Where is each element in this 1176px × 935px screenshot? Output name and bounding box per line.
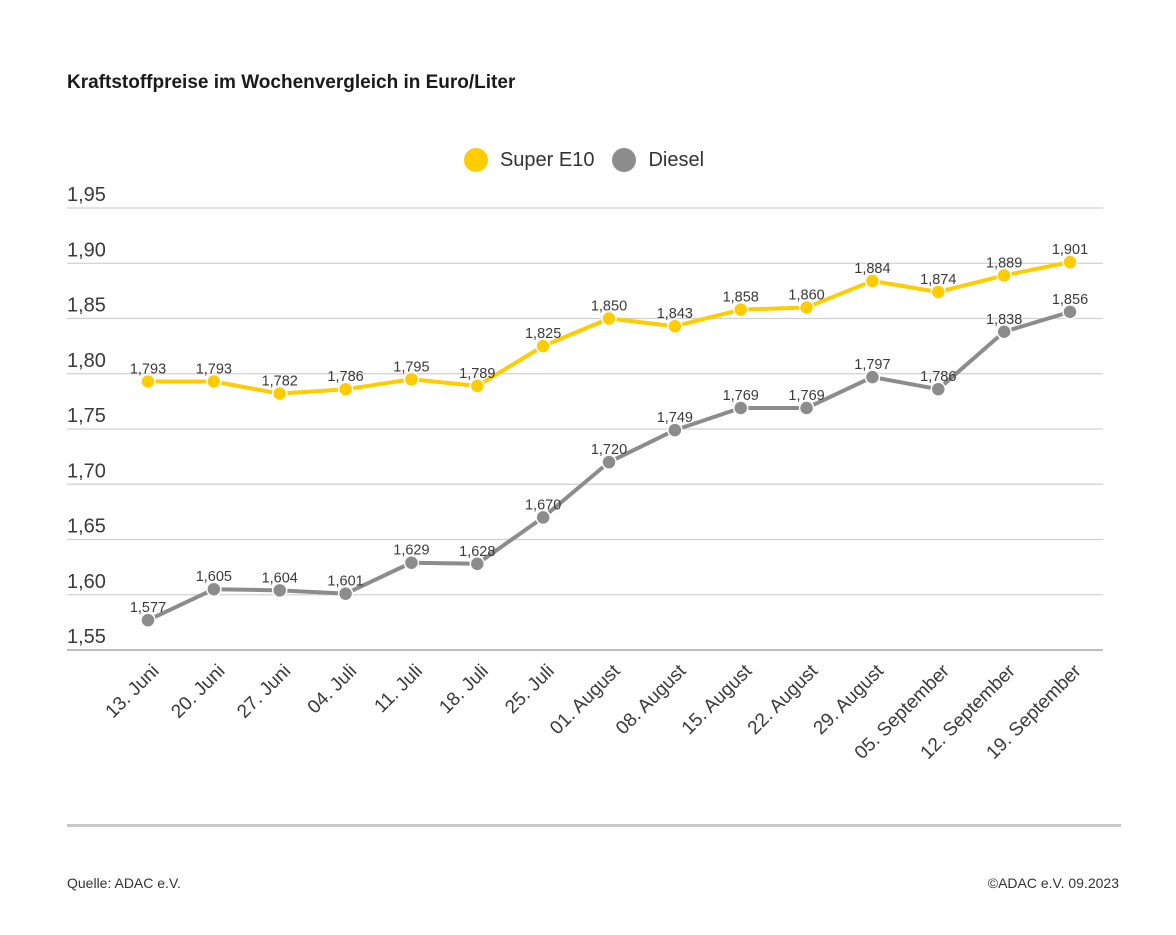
legend-item-super-e10: Super E10 <box>463 148 595 172</box>
x-tick-label: 22. August <box>744 660 823 739</box>
data-label-super-e10: 1,860 <box>788 287 824 303</box>
data-label-super-e10: 1,858 <box>723 290 759 306</box>
data-label-super-e10: 1,825 <box>525 326 561 342</box>
data-label-super-e10: 1,843 <box>657 306 693 322</box>
y-tick-label: 1,60 <box>67 571 106 593</box>
data-point-diesel <box>271 582 288 599</box>
x-tick-label: 18. Juli <box>435 661 492 718</box>
data-label-diesel: 1,769 <box>788 388 824 404</box>
data-point-super-e10 <box>140 373 156 390</box>
data-point-diesel <box>140 612 156 628</box>
x-tick-label: 04. Juli <box>304 661 361 718</box>
data-label-super-e10: 1,884 <box>854 261 890 277</box>
legend-marker-super-e10 <box>463 148 488 172</box>
legend-label-super-e10: Super E10 <box>499 148 595 171</box>
legend-item-diesel: Diesel <box>612 148 704 172</box>
copyright-note: ©ADAC e.V. 09.2023 <box>987 875 1119 891</box>
data-label-super-e10: 1,850 <box>591 299 627 315</box>
data-label-diesel: 1,786 <box>920 369 956 385</box>
data-label-diesel: 1,749 <box>657 410 693 426</box>
data-label-super-e10: 1,793 <box>196 361 232 377</box>
data-point-diesel <box>535 509 551 526</box>
chart-title: Kraftstoffpreise im Wochenvergleich in E… <box>67 72 516 93</box>
data-label-diesel: 1,628 <box>459 544 495 560</box>
x-tick-label: 08. August <box>612 660 691 739</box>
y-tick-label: 1,90 <box>67 239 106 261</box>
data-label-super-e10: 1,889 <box>986 255 1022 271</box>
data-label-diesel: 1,605 <box>196 569 232 585</box>
data-point-super-e10 <box>930 284 947 300</box>
data-point-super-e10 <box>864 273 881 289</box>
legend-label-diesel: Diesel <box>648 148 705 171</box>
y-tick-label: 1,65 <box>67 516 106 538</box>
chart-legend: Super E10 Diesel <box>0 148 1176 172</box>
data-label-diesel: 1,670 <box>525 497 561 513</box>
data-point-super-e10 <box>535 338 551 354</box>
data-label-super-e10: 1,789 <box>459 366 495 382</box>
x-tick-label: 11. Juli <box>371 661 427 717</box>
data-label-diesel: 1,604 <box>262 570 298 586</box>
data-point-diesel <box>996 324 1012 340</box>
y-tick-label: 1,55 <box>67 626 106 648</box>
data-point-diesel <box>601 454 617 470</box>
x-tick-label: 15. August <box>678 660 757 739</box>
series-super-e10: 1,793 1,793 1,782 1,786 1,795 1,789 1,825 1,850… <box>130 242 1088 402</box>
data-label-super-e10: 1,793 <box>130 361 166 377</box>
y-tick-label: 1,95 <box>67 184 106 206</box>
data-point-diesel <box>337 585 354 602</box>
y-axis-ticks: 1,55 1,60 1,65 1,70 1,75 1,80 1,85 1,90 1,95 <box>67 184 106 648</box>
data-point-super-e10 <box>469 378 486 394</box>
data-point-diesel <box>403 554 420 571</box>
data-point-super-e10 <box>1062 254 1078 270</box>
data-label-super-e10: 1,901 <box>1052 242 1088 258</box>
data-label-diesel: 1,838 <box>986 312 1022 328</box>
data-label-diesel: 1,769 <box>723 388 759 404</box>
data-point-diesel <box>1062 304 1078 320</box>
x-tick-label: 27. Juni <box>233 661 295 723</box>
data-point-diesel <box>732 400 749 416</box>
series: 1,793 1,793 1,782 1,786 1,795 1,789 1,825 1,850… <box>130 242 1088 628</box>
data-point-diesel <box>930 381 947 397</box>
data-label-diesel: 1,577 <box>130 600 166 616</box>
data-point-super-e10 <box>601 310 617 327</box>
x-tick-label: 01. August <box>546 660 625 739</box>
footer-divider <box>67 824 1121 827</box>
y-tick-label: 1,85 <box>67 295 106 317</box>
data-label-super-e10: 1,795 <box>393 359 429 375</box>
data-point-diesel <box>667 422 683 438</box>
data-point-diesel <box>206 581 222 597</box>
data-point-super-e10 <box>667 318 683 334</box>
data-label-diesel: 1,629 <box>393 543 429 559</box>
data-label-diesel: 1,856 <box>1052 292 1088 308</box>
data-point-super-e10 <box>271 385 288 402</box>
data-point-super-e10 <box>732 301 749 318</box>
data-label-super-e10: 1,782 <box>262 374 298 390</box>
grid-lines <box>67 207 1103 651</box>
x-tick-label: 13. Juni <box>102 661 164 723</box>
data-point-diesel <box>864 369 881 385</box>
x-tick-label: 20. Juni <box>167 661 229 723</box>
x-axis-ticks: 13. Juni 20. Juni 27. Juni 04. Juli 11. Juli… <box>102 660 1086 763</box>
data-point-diesel <box>798 400 815 416</box>
series-diesel: 1,577 1,605 1,604 1,601 1,629 1,628 1,670 1,720… <box>130 292 1088 628</box>
data-label-diesel: 1,797 <box>854 357 890 373</box>
x-tick-label: 25. Juli <box>501 661 558 718</box>
data-label-diesel: 1,601 <box>327 574 363 590</box>
data-point-super-e10 <box>996 267 1012 284</box>
data-point-super-e10 <box>798 299 815 316</box>
data-label-diesel: 1,720 <box>591 442 627 458</box>
source-note: Quelle: ADAC e.V. <box>67 875 181 891</box>
y-tick-label: 1,75 <box>67 405 106 427</box>
legend-marker-diesel <box>612 148 637 172</box>
y-tick-label: 1,80 <box>67 350 106 372</box>
data-label-super-e10: 1,786 <box>327 369 363 385</box>
data-point-super-e10 <box>403 371 420 388</box>
data-point-super-e10 <box>206 373 222 390</box>
data-label-super-e10: 1,874 <box>920 272 956 288</box>
y-tick-label: 1,70 <box>67 460 106 482</box>
data-point-super-e10 <box>337 381 354 397</box>
data-point-diesel <box>469 556 486 572</box>
